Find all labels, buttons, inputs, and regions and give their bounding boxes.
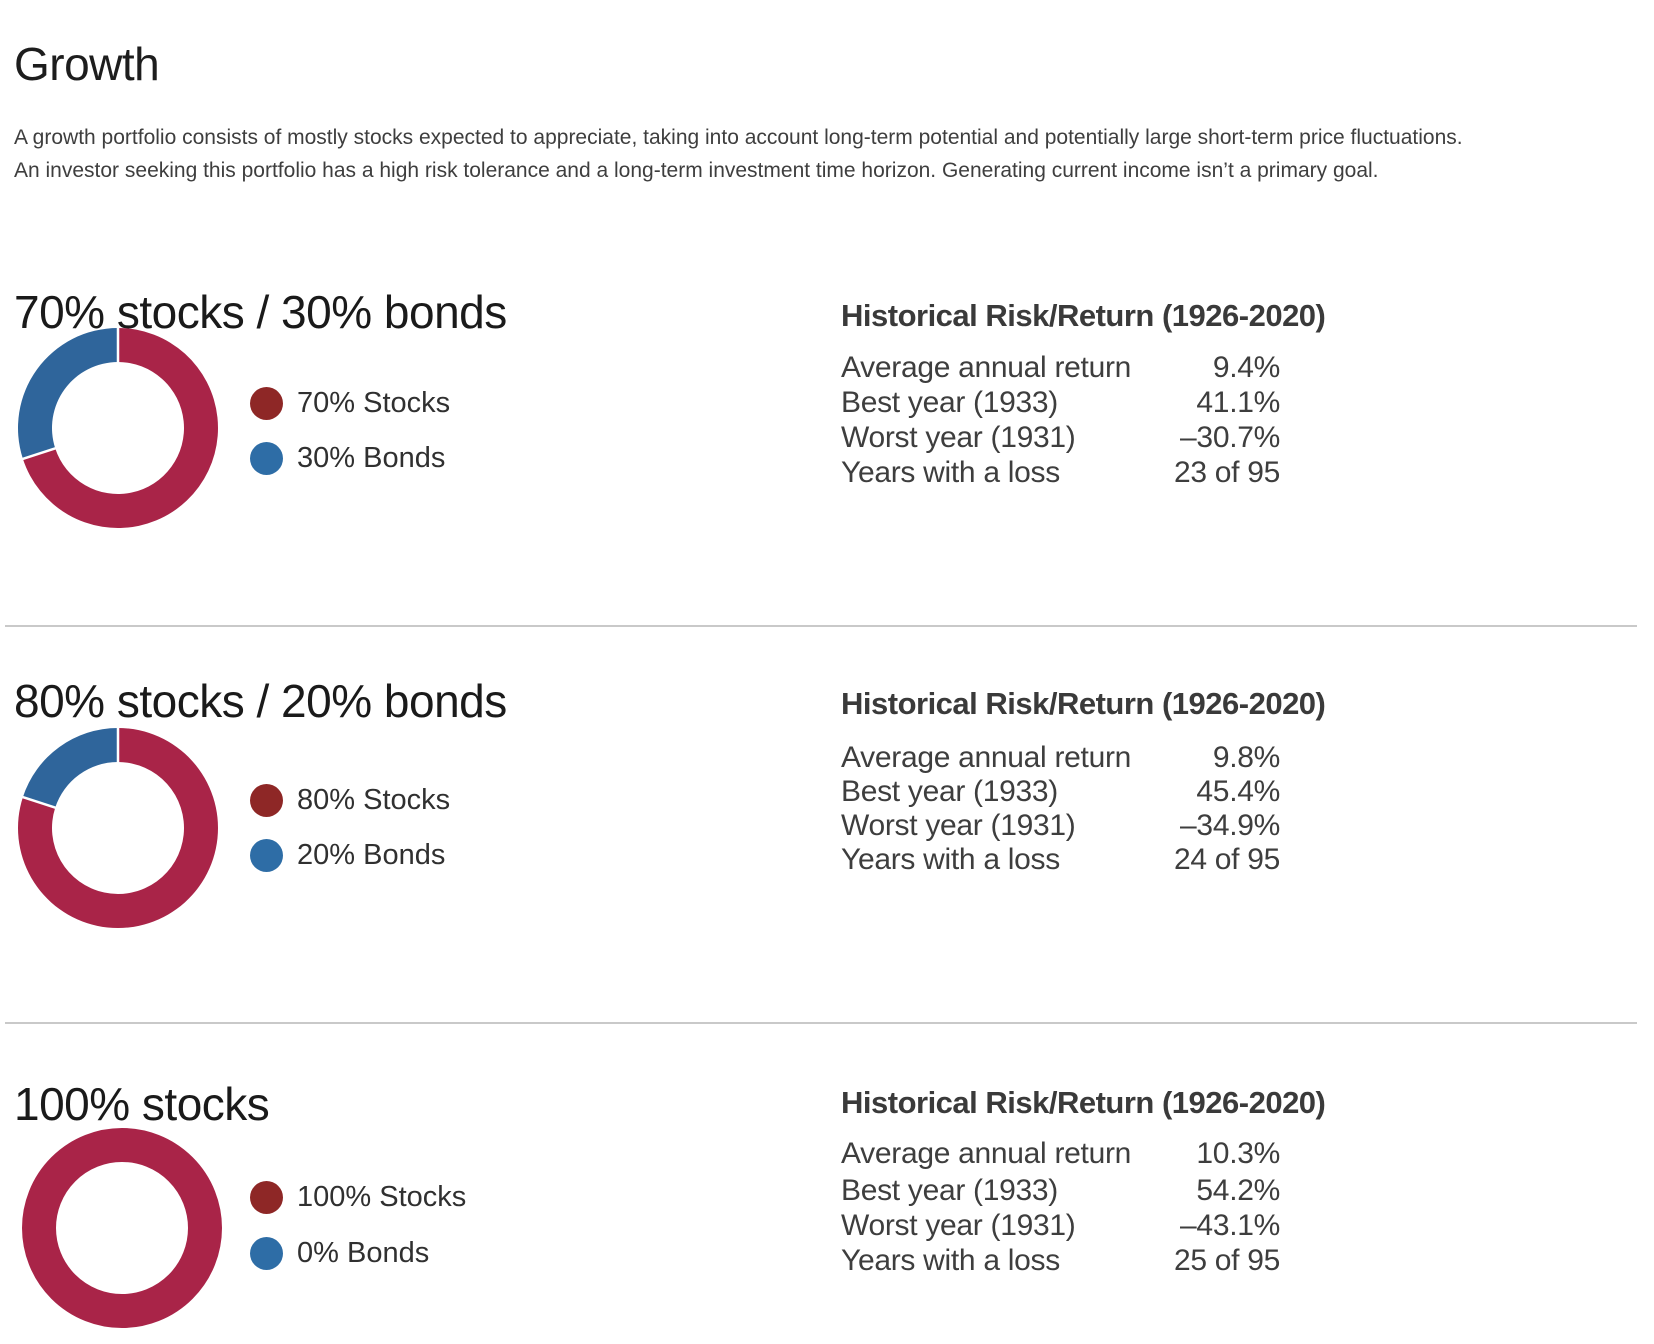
stat-value: 23 of 95 xyxy=(1173,456,1280,489)
stat-value: 41.1% xyxy=(1196,386,1280,419)
legend-label: 20% Bonds xyxy=(297,839,446,871)
legend-item-bonds: 30% Bonds xyxy=(250,442,445,475)
stat-value: 10.3% xyxy=(1196,1137,1280,1170)
legend-item-bonds: 20% Bonds xyxy=(250,839,445,872)
section-heading-70-30: 70% stocks / 30% bonds xyxy=(14,286,507,339)
section-divider xyxy=(5,1022,1637,1024)
stat-label: Years with a loss xyxy=(841,456,1060,489)
stat-row: Average annual return 9.8% xyxy=(841,740,1280,775)
stat-label: Years with a loss xyxy=(841,843,1060,876)
section-divider xyxy=(5,625,1637,627)
stat-row: Best year (1933) 54.2% xyxy=(841,1173,1280,1208)
stocks-legend-dot-icon xyxy=(250,784,283,817)
legend-label: 70% Stocks xyxy=(297,387,451,419)
legend-item-bonds: 0% Bonds xyxy=(250,1237,429,1270)
stat-row: Best year (1933) 41.1% xyxy=(841,385,1280,420)
stat-value: 9.8% xyxy=(1212,741,1280,774)
stat-row: Years with a loss 25 of 95 xyxy=(841,1243,1280,1278)
stat-label: Best year (1933) xyxy=(841,775,1058,808)
stat-label: Best year (1933) xyxy=(841,386,1058,419)
stat-row: Best year (1933) 45.4% xyxy=(841,774,1280,809)
stat-row: Years with a loss 24 of 95 xyxy=(841,842,1280,877)
legend-label: 80% Stocks xyxy=(297,784,451,816)
stat-value: –34.9% xyxy=(1180,809,1280,842)
legend-label: 0% Bonds xyxy=(297,1237,430,1269)
stat-value: –43.1% xyxy=(1180,1209,1280,1242)
bonds-legend-dot-icon xyxy=(250,839,283,872)
stat-label: Average annual return xyxy=(841,1137,1132,1170)
stat-value: 9.4% xyxy=(1212,351,1280,384)
stat-row: Average annual return 9.4% xyxy=(841,350,1280,385)
section-heading-80-20: 80% stocks / 20% bonds xyxy=(14,675,507,728)
page-title: Growth xyxy=(14,37,160,90)
stat-row: Worst year (1931) –34.9% xyxy=(841,808,1280,843)
legend-item-stocks: 80% Stocks xyxy=(250,784,450,817)
stat-label: Average annual return xyxy=(841,741,1132,774)
stat-value: 25 of 95 xyxy=(1173,1244,1280,1277)
stat-label: Worst year (1931) xyxy=(841,1209,1076,1242)
legend-item-stocks: 70% Stocks xyxy=(250,387,450,420)
stat-value: 54.2% xyxy=(1196,1174,1280,1207)
stat-value: 24 of 95 xyxy=(1173,843,1280,876)
stat-label: Worst year (1931) xyxy=(841,809,1076,842)
stat-label: Years with a loss xyxy=(841,1244,1060,1277)
allocation-donut-chart-100 xyxy=(22,1128,222,1328)
bonds-legend-dot-icon xyxy=(250,1237,283,1270)
risk-return-heading: Historical Risk/Return (1926-2020) xyxy=(841,1085,1326,1120)
risk-return-heading: Historical Risk/Return (1926-2020) xyxy=(841,686,1326,721)
stat-value: –30.7% xyxy=(1180,421,1280,454)
stat-row: Average annual return 10.3% xyxy=(841,1136,1280,1171)
page-description: A growth portfolio consists of mostly st… xyxy=(14,126,1463,182)
legend-label: 30% Bonds xyxy=(297,442,446,474)
stat-label: Worst year (1931) xyxy=(841,421,1076,454)
legend-label: 100% Stocks xyxy=(297,1181,467,1213)
stocks-legend-dot-icon xyxy=(250,1181,283,1214)
risk-return-heading: Historical Risk/Return (1926-2020) xyxy=(841,298,1326,333)
stat-row: Worst year (1931) –43.1% xyxy=(841,1208,1280,1243)
allocation-donut-chart-80-20 xyxy=(18,727,218,928)
stat-row: Years with a loss 23 of 95 xyxy=(841,455,1280,490)
allocation-donut-chart-70-30 xyxy=(17,327,218,528)
bonds-legend-dot-icon xyxy=(250,442,283,475)
legend-item-stocks: 100% Stocks xyxy=(250,1181,466,1214)
section-heading-100: 100% stocks xyxy=(14,1078,270,1131)
stat-row: Worst year (1931) –30.7% xyxy=(841,420,1280,455)
stat-label: Average annual return xyxy=(841,351,1132,384)
stocks-legend-dot-icon xyxy=(250,387,283,420)
stat-label: Best year (1933) xyxy=(841,1174,1058,1207)
stat-value: 45.4% xyxy=(1196,775,1280,808)
